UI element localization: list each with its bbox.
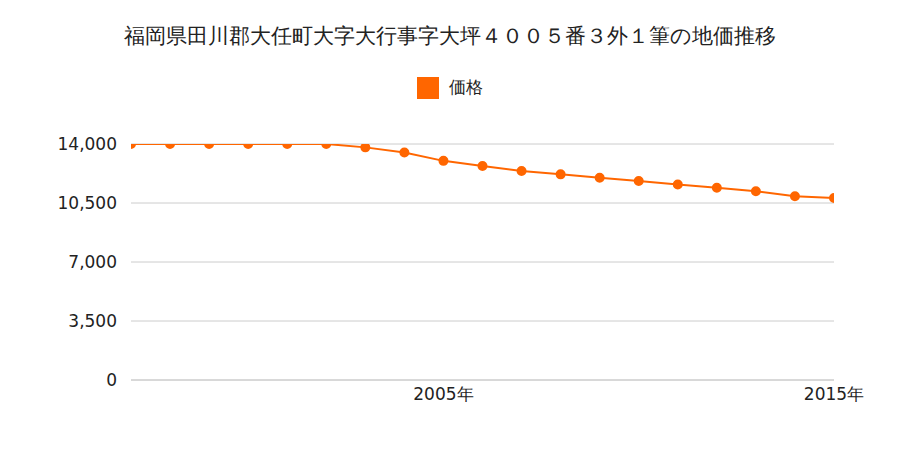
svg-text:2015年: 2015年 <box>804 384 864 404</box>
svg-text:0: 0 <box>106 370 117 390</box>
html-text:価格: 価格 <box>449 77 483 97</box>
svg-text:7,000: 7,000 <box>68 252 117 272</box>
svg-text:10,500: 10,500 <box>58 193 117 213</box>
svg-text:14,000: 14,000 <box>58 134 117 154</box>
svg-text:3,500: 3,500 <box>68 311 117 331</box>
svg-text:2005年: 2005年 <box>413 384 473 404</box>
html-text:福岡県田川郡大任町大字大行事字大坪４００５番３外１筆の地価推: 福岡県田川郡大任町大字大行事字大坪４００５番３外１筆の地価推移 <box>124 24 776 48</box>
